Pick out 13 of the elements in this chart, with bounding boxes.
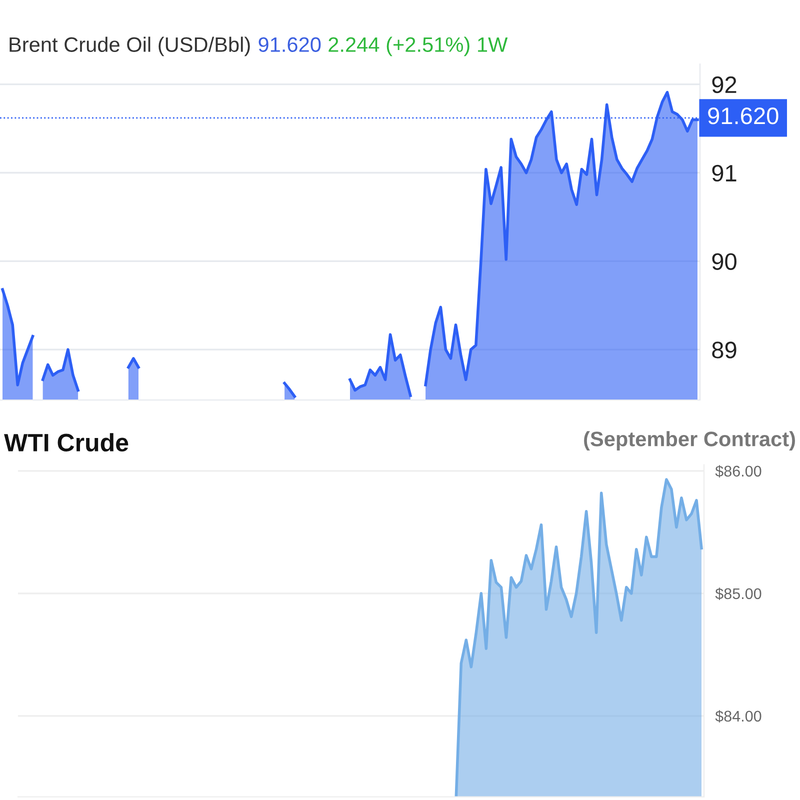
y-tick-label: 90 [712,253,736,270]
y-tick-label: $84.00 [715,710,762,723]
chart-title: Brent Crude Oil (USD/Bbl) [10,36,250,56]
chart-title: WTI Crude [4,433,128,452]
y-tick-label: 89 [712,342,736,358]
text: 2.244 (+2.51%) 1W [328,36,508,56]
y-tick-label: 91 [712,164,736,182]
y-tick-label: $85.00 [715,588,762,600]
ref-line-label: 91.620 [708,108,778,124]
chart-subtitle: (September Contract) [584,431,795,451]
text: 91.620 [258,37,321,52]
y-tick-label: 92 [712,76,736,94]
y-tick-label: $86.00 [715,465,762,478]
